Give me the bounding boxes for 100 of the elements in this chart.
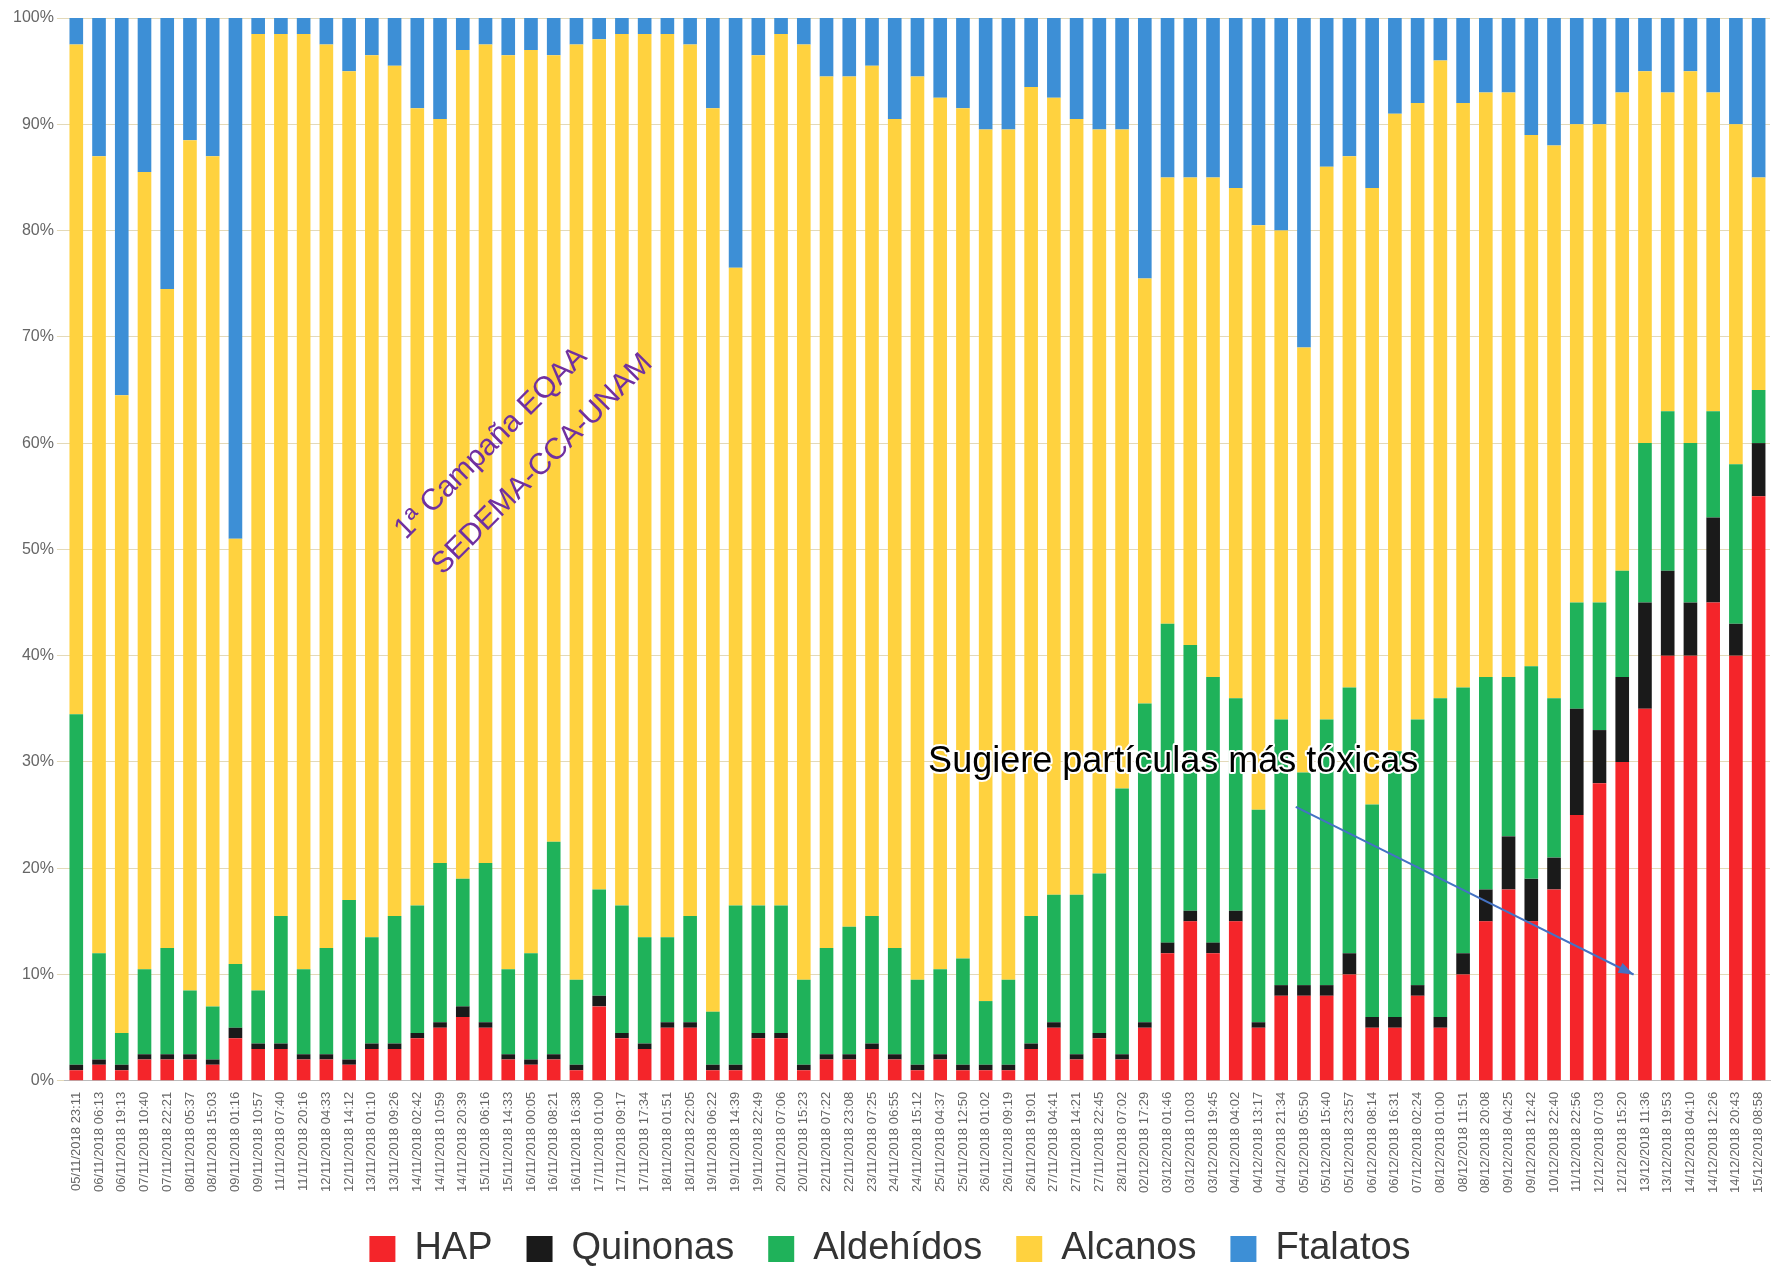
x-tick-label: 09/11/2018 10:57 — [249, 1091, 265, 1193]
bar — [205, 1064, 220, 1081]
bar — [1683, 18, 1698, 72]
x-tick-label: 25/11/2018 12:50 — [954, 1091, 970, 1193]
bar — [637, 18, 652, 34]
bar — [751, 905, 766, 1033]
bar — [160, 289, 175, 948]
bar — [478, 1022, 493, 1028]
bar — [137, 172, 152, 970]
bar — [1501, 18, 1516, 93]
x-tick-label: 15/11/2018 14:33 — [499, 1091, 515, 1193]
bar — [1115, 1059, 1129, 1081]
legend-label: Ftalatos — [1275, 1225, 1411, 1268]
bar — [1501, 836, 1516, 890]
bar — [887, 947, 902, 1055]
bar — [92, 953, 106, 1060]
x-tick-label: 27/11/2018 04:41 — [1045, 1091, 1061, 1193]
bar — [683, 1022, 697, 1028]
bar — [728, 267, 743, 906]
x-tick-label: 17/11/2018 17:34 — [636, 1091, 652, 1193]
x-tick-label: 18/11/2018 01:51 — [658, 1091, 674, 1193]
bar — [637, 1043, 652, 1049]
bar — [524, 18, 538, 50]
bar — [1092, 873, 1107, 1033]
bar — [819, 1054, 834, 1060]
bar — [615, 18, 629, 34]
bar — [1342, 953, 1357, 975]
bar — [69, 1064, 84, 1071]
bar — [637, 937, 652, 1044]
bar — [1342, 18, 1357, 157]
bar — [1547, 889, 1561, 1081]
bar — [751, 18, 766, 56]
bar — [1160, 177, 1175, 624]
bar — [1160, 942, 1175, 954]
bar — [1706, 411, 1720, 518]
bar — [728, 1064, 743, 1071]
bar — [342, 1059, 356, 1065]
x-tick-label: 05/12/2018 15:40 — [1318, 1091, 1334, 1194]
bar — [137, 1054, 152, 1060]
bar — [114, 1032, 129, 1065]
x-tick-label: 23/11/2018 07:25 — [863, 1091, 879, 1193]
bar — [1228, 188, 1243, 699]
bar — [592, 1006, 606, 1081]
bar — [1047, 18, 1061, 98]
bar — [319, 1054, 334, 1060]
x-tick-label: 03/12/2018 19:45 — [1204, 1091, 1220, 1194]
bar — [205, 1059, 220, 1065]
bar — [1433, 1027, 1448, 1081]
bar — [228, 1027, 243, 1039]
bar — [69, 18, 84, 45]
x-tick-label: 27/11/2018 14:21 — [1068, 1091, 1084, 1193]
x-tick-label: 16/11/2018 08:21 — [545, 1091, 561, 1193]
bar — [1342, 974, 1357, 1081]
bar — [865, 65, 879, 917]
x-tick-label: 13/12/2018 11:36 — [1636, 1091, 1652, 1193]
bar — [251, 18, 265, 34]
bar — [1115, 788, 1129, 1055]
bar — [1569, 815, 1584, 1081]
x-tick-label: 19/11/2018 14:39 — [727, 1091, 743, 1193]
x-tick-label: 07/11/2018 22:21 — [158, 1091, 174, 1193]
x-tick-label: 18/11/2018 22:05 — [681, 1091, 697, 1193]
bar — [524, 1059, 538, 1065]
bar — [501, 1054, 516, 1060]
bar — [1274, 985, 1289, 996]
bar — [546, 1054, 561, 1060]
bar — [1729, 655, 1743, 1081]
bar — [887, 18, 902, 119]
bar — [1456, 687, 1470, 954]
bar — [183, 990, 197, 1055]
bar — [592, 889, 606, 996]
bar — [433, 1022, 447, 1028]
x-tick-label: 05/11/2018 23:11 — [67, 1091, 83, 1192]
x-tick-label: 17/11/2018 01:00 — [590, 1091, 606, 1193]
bar — [1297, 995, 1311, 1081]
bar — [910, 1064, 925, 1071]
bar — [842, 1054, 857, 1060]
bar — [228, 963, 243, 1028]
x-tick-label: 13/11/2018 09:26 — [386, 1091, 402, 1193]
bar — [1456, 953, 1470, 975]
bar — [774, 33, 788, 906]
bar — [1342, 156, 1357, 688]
x-tick-label: 09/12/2018 04:25 — [1500, 1091, 1516, 1194]
bar — [410, 1032, 425, 1039]
bar — [1479, 889, 1493, 922]
bar — [1683, 602, 1698, 656]
bar — [1660, 18, 1675, 93]
x-tick-label: 28/11/2018 07:02 — [1113, 1091, 1129, 1193]
bar — [1638, 602, 1652, 709]
bar — [183, 18, 197, 141]
bar — [1319, 166, 1334, 720]
bar — [865, 18, 879, 66]
bar — [546, 18, 561, 56]
bar — [1729, 18, 1743, 125]
y-tick-label: 70% — [21, 327, 54, 345]
bar — [205, 18, 220, 157]
bar — [1365, 1027, 1379, 1081]
bar — [228, 538, 243, 964]
bar — [1638, 18, 1652, 72]
bar — [433, 18, 447, 119]
x-tick-label: 08/12/2018 01:00 — [1431, 1091, 1447, 1194]
